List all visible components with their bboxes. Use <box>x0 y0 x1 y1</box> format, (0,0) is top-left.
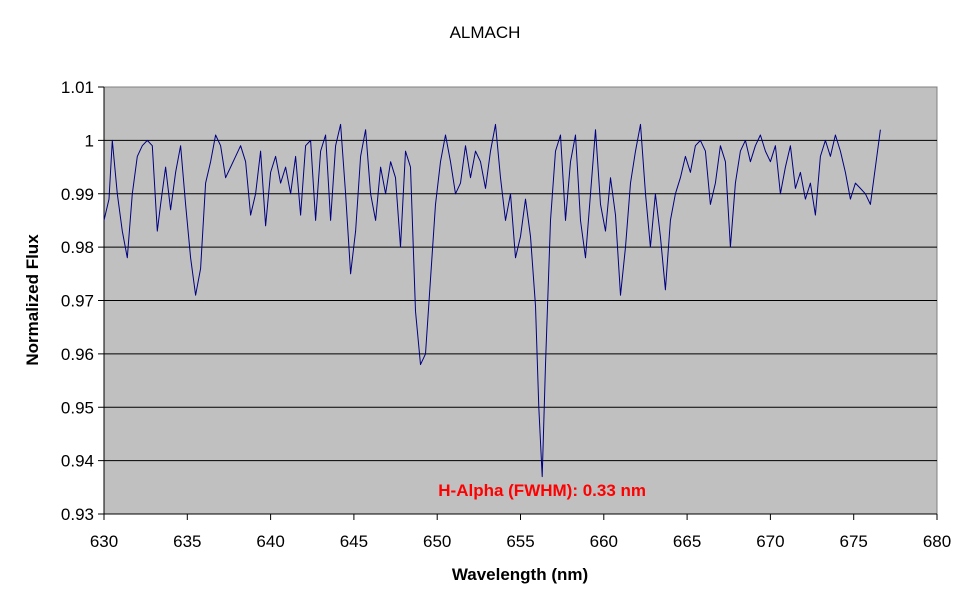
y-axis: 0.93 0.94 0.95 0.96 0.97 0.98 0.99 1 1.01 <box>61 78 105 524</box>
y-tick-label: 0.98 <box>61 238 94 257</box>
x-tick-label: 630 <box>90 532 118 551</box>
chart-title: ALMACH <box>450 23 521 42</box>
gridlines <box>104 139 937 462</box>
y-tick-label: 0.99 <box>61 185 94 204</box>
h-alpha-annotation: H-Alpha (FWHM): 0.33 nm <box>438 481 646 500</box>
x-tick-label: 640 <box>256 532 284 551</box>
x-tick-label: 680 <box>923 532 951 551</box>
y-tick-label: 0.94 <box>61 452 94 471</box>
y-tick-label: 1 <box>85 131 94 150</box>
x-tick-label: 665 <box>673 532 701 551</box>
series-layer <box>103 123 881 478</box>
x-tick-label: 660 <box>590 532 618 551</box>
x-axis: 630 635 640 645 650 655 660 665 670 675 680 <box>90 513 951 551</box>
y-tick-label: 1.01 <box>61 78 94 97</box>
y-axis-label: Normalized Flux <box>23 234 42 366</box>
y-tick-label: 0.95 <box>61 398 94 417</box>
x-axis-label: Wavelength (nm) <box>452 565 588 584</box>
x-tick-label: 650 <box>423 532 451 551</box>
x-tick-label: 635 <box>173 532 201 551</box>
x-tick-label: 645 <box>340 532 368 551</box>
x-tick-label: 655 <box>506 532 534 551</box>
flux-series-line <box>103 123 881 478</box>
y-tick-label: 0.93 <box>61 505 94 524</box>
y-tick-label: 0.97 <box>61 292 94 311</box>
x-tick-label: 670 <box>756 532 784 551</box>
x-tick-label: 675 <box>840 532 868 551</box>
y-tick-label: 0.96 <box>61 345 94 364</box>
